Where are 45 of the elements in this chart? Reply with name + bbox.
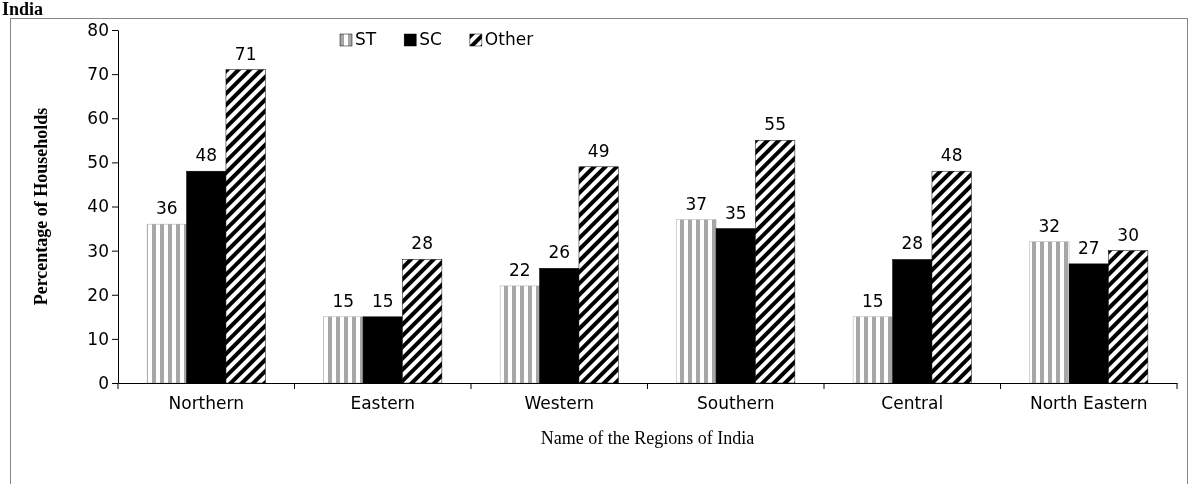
- data-label: 28: [411, 233, 433, 254]
- data-label: 55: [764, 114, 786, 135]
- bar: [676, 219, 717, 384]
- data-label: 32: [1038, 215, 1061, 236]
- data-label: 27: [1077, 237, 1100, 258]
- legend-label: SC: [419, 29, 442, 49]
- data-label: 35: [724, 202, 747, 223]
- data-label: 48: [940, 145, 963, 166]
- y-tick-label: 50: [87, 152, 109, 173]
- y-tick-label: 30: [87, 240, 109, 261]
- data-label: 28: [901, 233, 924, 254]
- data-label: 15: [332, 290, 355, 311]
- data-label: 22: [509, 259, 531, 280]
- data-label: 15: [862, 290, 884, 311]
- data-label: 15: [371, 290, 394, 311]
- bar: [323, 316, 364, 384]
- bar: [146, 223, 187, 384]
- data-label: 48: [195, 145, 218, 166]
- y-tick-label: 20: [87, 284, 109, 305]
- x-tick-label: Southern: [697, 393, 775, 414]
- bar: [1029, 241, 1070, 384]
- x-tick-label: North Eastern: [1029, 393, 1148, 414]
- data-label: 30: [1117, 224, 1139, 245]
- data-label: 71: [234, 43, 257, 64]
- x-tick-label: Western: [524, 393, 595, 414]
- bar: [499, 285, 540, 384]
- data-label: 49: [587, 140, 610, 161]
- y-tick-label: 10: [87, 328, 109, 349]
- x-tick-label: Northern: [168, 393, 244, 414]
- bar: [852, 316, 893, 384]
- chart-title: India: [2, 0, 44, 19]
- y-tick-label: 60: [87, 108, 109, 129]
- y-axis-title: Percentage of Households: [31, 107, 51, 306]
- legend-label: Other: [484, 29, 534, 49]
- x-tick-label: Central: [881, 393, 944, 414]
- x-tick-label: Eastern: [350, 393, 416, 414]
- legend-label: ST: [355, 29, 377, 49]
- y-tick-label: 0: [98, 372, 109, 393]
- data-label: 37: [685, 193, 708, 214]
- y-tick-label: 40: [87, 196, 109, 217]
- data-label: 36: [156, 198, 178, 219]
- data-label: 26: [548, 242, 571, 263]
- y-tick-label: 80: [87, 19, 109, 40]
- y-tick-label: 70: [87, 64, 109, 85]
- x-axis-title: Name of the Regions of India: [540, 428, 755, 448]
